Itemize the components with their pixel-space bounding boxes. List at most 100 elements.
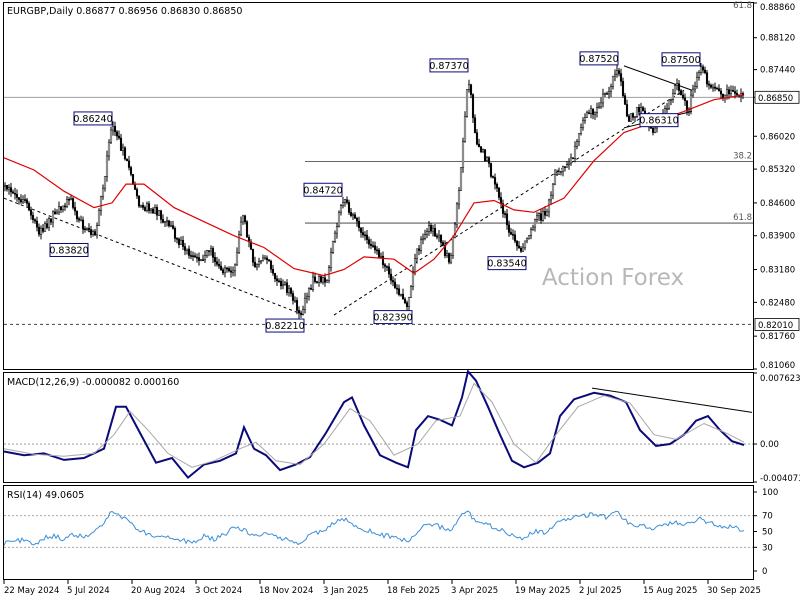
candle-body <box>191 255 195 257</box>
candle-body <box>29 209 33 216</box>
candle-body <box>465 89 469 117</box>
candle-body <box>535 215 539 220</box>
candle-body <box>175 238 179 240</box>
candle-body <box>615 70 619 75</box>
candle-body <box>143 207 147 211</box>
y-tick-label: 0.81060 <box>760 361 795 371</box>
candle-body <box>441 242 445 246</box>
candle-body <box>43 223 47 232</box>
candle-body <box>701 66 705 71</box>
candle-body <box>9 187 13 193</box>
candle-body <box>499 197 503 204</box>
candle-body <box>475 132 479 145</box>
price-flag-text: 0.82010 <box>758 321 793 331</box>
candle-body <box>617 70 621 74</box>
price-label-text: 0.82210 <box>265 321 304 332</box>
candle-body <box>417 248 421 251</box>
candle-body <box>251 248 255 263</box>
x-tick-label: 3 Jan 2025 <box>323 586 369 596</box>
candle-body <box>641 107 645 112</box>
candle-body <box>671 93 675 100</box>
y-tick-label: 0.88860 <box>760 3 795 13</box>
x-tick-label: 18 Nov 2024 <box>259 586 313 596</box>
candle-body <box>629 113 633 122</box>
candle-body <box>491 176 495 178</box>
y-tick-label: 0.83180 <box>760 266 795 276</box>
candle-body <box>253 262 257 268</box>
candle-body <box>585 112 589 118</box>
candle-body <box>457 190 461 205</box>
candle-body <box>507 224 511 233</box>
candle-body <box>669 98 673 101</box>
macd-signal-line <box>3 382 745 468</box>
candle-body <box>83 228 87 230</box>
candle-body <box>639 107 643 113</box>
candle-body <box>611 75 615 87</box>
price-label-text: 0.84720 <box>303 185 342 196</box>
candle-body <box>63 205 67 208</box>
candle-body <box>47 218 51 228</box>
candle-body <box>329 252 333 268</box>
candle-body <box>313 276 317 282</box>
candle-body <box>693 86 697 90</box>
candle-body <box>341 202 345 206</box>
candle-body <box>173 228 177 239</box>
candle-body <box>89 229 93 235</box>
candle-body <box>431 228 435 232</box>
y-tick-label: 0.81760 <box>760 332 795 342</box>
candle-body <box>283 282 287 285</box>
candle-body <box>161 219 165 223</box>
candle-body <box>481 149 485 152</box>
rsi-layer <box>3 510 753 548</box>
candle-body <box>355 218 359 222</box>
price-label-box <box>373 310 413 325</box>
candle-body <box>57 206 61 213</box>
y-tick-label: 0.82480 <box>760 298 795 308</box>
candle-body <box>419 239 423 251</box>
rsi-y-tick-label: 70 <box>762 512 773 522</box>
candle-body <box>485 157 489 161</box>
candle-body <box>711 86 715 89</box>
candle-body <box>557 171 561 175</box>
x-tick-label: 18 Feb 2025 <box>387 586 440 596</box>
candle-body <box>397 288 401 295</box>
candle-body <box>129 167 133 175</box>
price-panel-frame <box>3 2 754 370</box>
candle-body <box>575 141 579 147</box>
candle-body <box>91 231 95 235</box>
candle-body <box>11 191 15 194</box>
candle-body <box>203 255 207 261</box>
macd-y-tick-label: -0.004073 <box>760 474 800 484</box>
x-tick-label: 19 May 2025 <box>515 586 570 596</box>
candle-body <box>181 240 185 247</box>
candle-body <box>597 106 601 109</box>
candle-body <box>69 198 73 200</box>
candle-body <box>709 84 713 88</box>
candle-body <box>729 89 733 95</box>
candle-body <box>413 258 417 272</box>
macd-y-axis: 0.007623 0.00 -0.004073 <box>753 372 800 484</box>
candle-body <box>287 288 291 293</box>
candle-body <box>501 203 505 214</box>
candle-body <box>297 310 301 314</box>
candle-body <box>725 89 729 96</box>
candle-body <box>563 166 567 168</box>
candle-body <box>619 73 623 82</box>
y-tick-label: 0.88120 <box>760 34 795 44</box>
candle-body <box>137 195 141 207</box>
macd-panel-frame <box>3 372 754 483</box>
candle-body <box>549 194 553 201</box>
candle-body <box>525 238 529 242</box>
candle-body <box>357 220 361 228</box>
candle-body <box>667 99 671 109</box>
candle-body <box>369 244 373 246</box>
candle-body <box>215 261 219 265</box>
price-label-box <box>303 182 343 197</box>
candle-body <box>131 174 135 185</box>
candle-body <box>461 141 465 169</box>
candle-body <box>447 253 451 263</box>
x-tick-label: 30 Sep 2025 <box>707 586 761 596</box>
candle-body <box>239 221 243 236</box>
candle-body <box>495 183 499 189</box>
candle-body <box>573 145 577 159</box>
